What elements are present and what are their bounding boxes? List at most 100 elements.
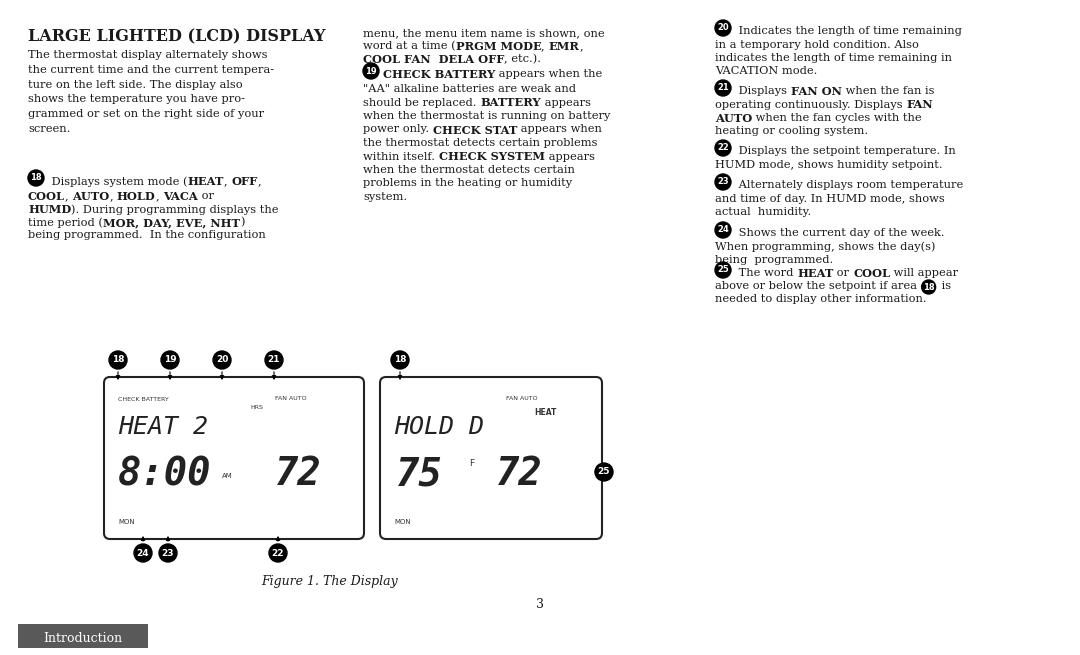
Text: PRGM MODE: PRGM MODE [456, 41, 541, 52]
Text: when the fan is: when the fan is [841, 86, 934, 96]
FancyBboxPatch shape [18, 624, 148, 648]
Text: VACATION mode.: VACATION mode. [715, 67, 818, 77]
Text: ): ) [240, 217, 244, 227]
Text: Shows the current day of the week.: Shows the current day of the week. [735, 228, 945, 238]
Text: ,: , [257, 176, 261, 186]
Text: CHECK BATTERY: CHECK BATTERY [383, 69, 496, 80]
Text: heating or cooling system.: heating or cooling system. [715, 126, 868, 136]
Text: AUTO: AUTO [715, 113, 753, 124]
Circle shape [921, 280, 935, 294]
Circle shape [269, 544, 287, 562]
Text: , etc.).: , etc.). [504, 54, 541, 64]
Text: EMR: EMR [549, 41, 580, 52]
Text: within itself.: within itself. [363, 151, 438, 162]
Text: Introduction: Introduction [43, 631, 122, 645]
Text: above or below the setpoint if area: above or below the setpoint if area [715, 281, 920, 291]
Text: MON: MON [394, 519, 410, 525]
Text: when the thermostat detects certain: when the thermostat detects certain [363, 165, 575, 175]
Text: HRS: HRS [249, 405, 262, 410]
Circle shape [715, 222, 731, 238]
Text: ,: , [224, 176, 231, 186]
Text: 20: 20 [717, 24, 729, 33]
Text: HOLD D: HOLD D [394, 415, 484, 439]
Text: should be replaced.: should be replaced. [363, 98, 481, 107]
Text: Displays: Displays [735, 86, 791, 96]
Text: 21: 21 [268, 356, 280, 364]
Text: CHECK BATTERY: CHECK BATTERY [118, 397, 168, 402]
Text: FAN ON: FAN ON [791, 86, 841, 97]
Text: and time of day. In HUMD mode, shows: and time of day. In HUMD mode, shows [715, 193, 945, 204]
Text: indicates the length of time remaining in: indicates the length of time remaining i… [715, 53, 951, 63]
Text: AUTO: AUTO [72, 191, 109, 202]
Circle shape [28, 170, 44, 186]
FancyBboxPatch shape [104, 377, 364, 539]
Text: appears when the: appears when the [496, 69, 603, 79]
Text: "AA" alkaline batteries are weak and: "AA" alkaline batteries are weak and [363, 84, 576, 94]
Text: word at a time (: word at a time ( [363, 41, 456, 51]
Text: appears: appears [544, 151, 595, 162]
Text: COOL: COOL [853, 268, 890, 279]
Text: MOR, DAY, EVE, NHT: MOR, DAY, EVE, NHT [103, 217, 240, 228]
Text: 23: 23 [162, 548, 174, 557]
Text: 19: 19 [365, 67, 377, 75]
Text: 24: 24 [717, 225, 729, 234]
Text: BATTERY: BATTERY [481, 98, 541, 109]
FancyBboxPatch shape [380, 377, 602, 539]
Text: HUMD mode, shows humidity setpoint.: HUMD mode, shows humidity setpoint. [715, 160, 943, 170]
Text: 20: 20 [216, 356, 228, 364]
Text: needed to display other information.: needed to display other information. [715, 294, 927, 304]
Text: Displays the setpoint temperature. In: Displays the setpoint temperature. In [735, 146, 956, 156]
Text: 24: 24 [137, 548, 149, 557]
Text: ,: , [156, 191, 163, 201]
Text: FAN AUTO: FAN AUTO [507, 396, 538, 401]
Text: ,: , [65, 191, 72, 201]
Text: HOLD: HOLD [117, 191, 156, 202]
Text: 3: 3 [536, 598, 544, 611]
Text: menu, the menu item name is shown, one: menu, the menu item name is shown, one [363, 28, 605, 38]
Text: LARGE LIGHTED (LCD) DISPLAY: LARGE LIGHTED (LCD) DISPLAY [28, 28, 325, 45]
Circle shape [159, 544, 177, 562]
Text: 18: 18 [394, 356, 406, 364]
Text: HUMD: HUMD [28, 204, 71, 215]
Text: being  programmed.: being programmed. [715, 255, 834, 265]
Text: 75: 75 [396, 455, 443, 493]
Text: COOL: COOL [28, 191, 65, 202]
Text: Figure 1. The Display: Figure 1. The Display [261, 575, 399, 588]
Text: F: F [469, 459, 474, 468]
Text: is: is [937, 281, 950, 291]
Text: HEAT: HEAT [188, 176, 224, 187]
Text: ,: , [109, 191, 117, 201]
Text: Displays system mode (: Displays system mode ( [48, 176, 188, 187]
Text: ). During programming displays the: ). During programming displays the [71, 204, 279, 215]
Circle shape [595, 463, 613, 481]
Text: system.: system. [363, 192, 407, 202]
Text: FAN: FAN [906, 100, 933, 111]
Text: 23: 23 [717, 178, 729, 187]
Circle shape [715, 80, 731, 96]
Text: Indicates the length of time remaining: Indicates the length of time remaining [735, 26, 962, 36]
Text: 18: 18 [111, 356, 124, 364]
Text: the thermostat detects certain problems: the thermostat detects certain problems [363, 138, 597, 148]
Text: 18: 18 [30, 174, 42, 183]
Text: 22: 22 [272, 548, 284, 557]
Circle shape [715, 262, 731, 278]
Text: or: or [834, 268, 853, 278]
Text: appears when: appears when [517, 124, 602, 134]
Text: 22: 22 [717, 143, 729, 153]
Text: operating continuously. Displays: operating continuously. Displays [715, 100, 906, 109]
Text: in a temporary hold condition. Also: in a temporary hold condition. Also [715, 39, 919, 50]
Circle shape [134, 544, 152, 562]
Text: HEAT 2: HEAT 2 [118, 415, 208, 439]
Text: CHECK STAT: CHECK STAT [433, 124, 517, 136]
Text: AM: AM [222, 473, 233, 479]
Text: actual  humidity.: actual humidity. [715, 207, 811, 217]
Text: 25: 25 [717, 265, 729, 274]
Circle shape [715, 140, 731, 156]
Text: VACA: VACA [163, 191, 198, 202]
Text: ,: , [541, 41, 549, 51]
Text: COOL FAN  DELA OFF: COOL FAN DELA OFF [363, 54, 504, 65]
Text: appears: appears [541, 98, 591, 107]
Text: MON: MON [118, 519, 135, 525]
Text: or: or [198, 191, 214, 201]
Circle shape [715, 174, 731, 190]
